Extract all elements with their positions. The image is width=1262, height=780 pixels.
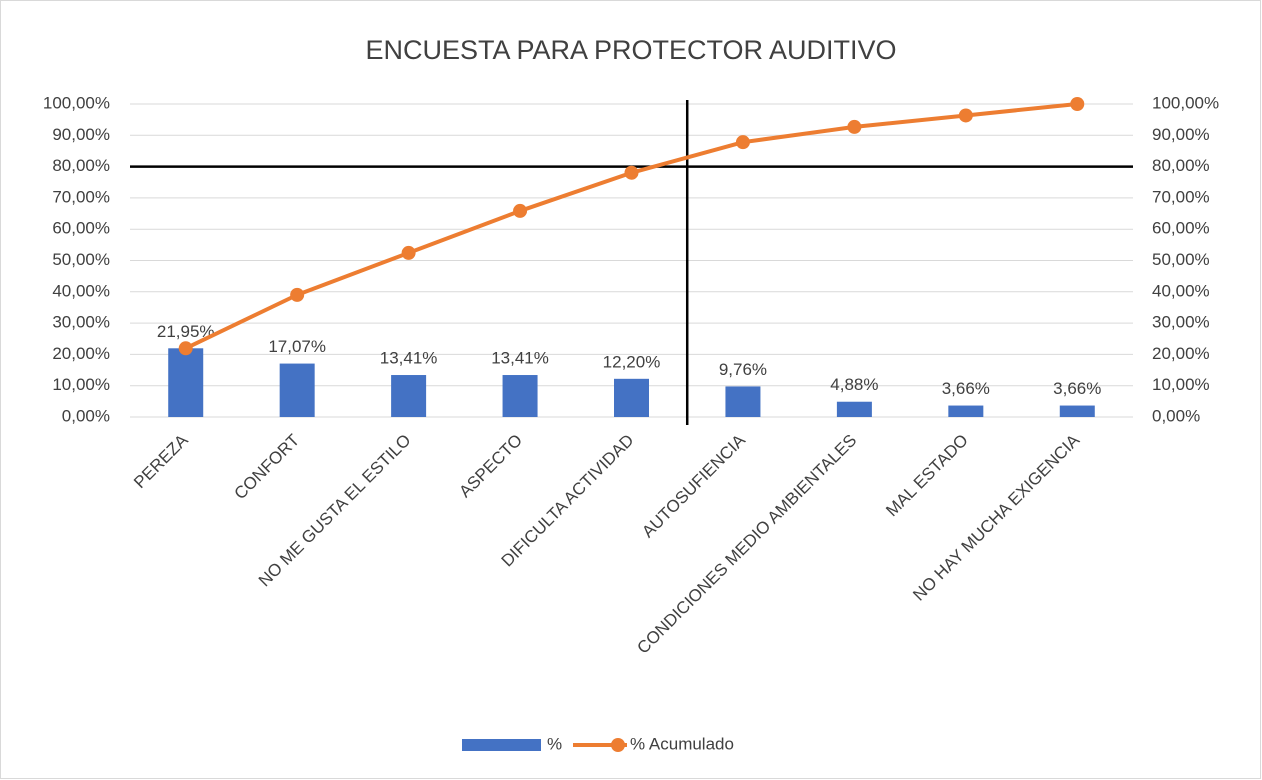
legend-label: %	[547, 734, 562, 753]
line-marker	[847, 119, 862, 134]
data-label: 4,88%	[830, 375, 878, 394]
y-tick-label: 50,00%	[52, 250, 110, 269]
data-label: 17,07%	[268, 337, 326, 356]
y2-tick-label: 80,00%	[1152, 156, 1210, 175]
y-tick-label: 20,00%	[52, 344, 110, 363]
data-label: 13,41%	[491, 349, 549, 368]
line-marker	[401, 245, 416, 260]
bar	[1059, 405, 1095, 417]
data-label: 9,76%	[719, 360, 767, 379]
y-tick-label: 70,00%	[52, 187, 110, 206]
legend-marker	[611, 738, 625, 752]
bar	[725, 386, 761, 417]
line-marker	[624, 165, 639, 180]
legend-swatch	[462, 739, 541, 751]
y-tick-label: 90,00%	[52, 125, 110, 144]
y2-tick-label: 70,00%	[1152, 187, 1210, 206]
y2-tick-label: 30,00%	[1152, 313, 1210, 332]
y-tick-label: 60,00%	[52, 219, 110, 238]
bar	[836, 401, 872, 417]
y-tick-label: 40,00%	[52, 281, 110, 300]
bar	[614, 378, 649, 417]
bar	[948, 405, 984, 417]
bar	[391, 375, 427, 417]
y-tick-label: 80,00%	[52, 156, 110, 175]
data-label: 13,41%	[380, 349, 438, 368]
y-tick-label: 0,00%	[62, 406, 110, 425]
y2-tick-label: 50,00%	[1152, 250, 1210, 269]
y2-tick-label: 90,00%	[1152, 125, 1210, 144]
bar	[279, 363, 315, 417]
y2-tick-label: 0,00%	[1152, 406, 1200, 425]
y-tick-label: 30,00%	[52, 313, 110, 332]
data-label: 3,66%	[1053, 379, 1101, 398]
y-tick-label: 10,00%	[52, 375, 110, 394]
line-marker	[1070, 97, 1085, 111]
data-label: 3,66%	[942, 379, 990, 398]
y-tick-label: 100,00%	[43, 93, 110, 112]
data-label: 12,20%	[603, 352, 661, 371]
line-marker	[513, 203, 528, 218]
line-marker	[735, 135, 750, 150]
y2-tick-label: 40,00%	[1152, 281, 1210, 300]
line-marker	[290, 287, 305, 302]
bar	[168, 348, 204, 417]
bar	[502, 375, 538, 417]
line-marker	[178, 341, 193, 356]
y2-tick-label: 20,00%	[1152, 344, 1210, 363]
data-label: 21,95%	[157, 322, 215, 341]
legend-label: % Acumulado	[630, 734, 734, 753]
y2-tick-label: 10,00%	[1152, 375, 1210, 394]
line-marker	[958, 108, 973, 123]
y2-tick-label: 60,00%	[1152, 219, 1210, 238]
chart-title: ENCUESTA PARA PROTECTOR AUDITIVO	[365, 35, 896, 65]
y2-tick-label: 100,00%	[1152, 93, 1219, 112]
